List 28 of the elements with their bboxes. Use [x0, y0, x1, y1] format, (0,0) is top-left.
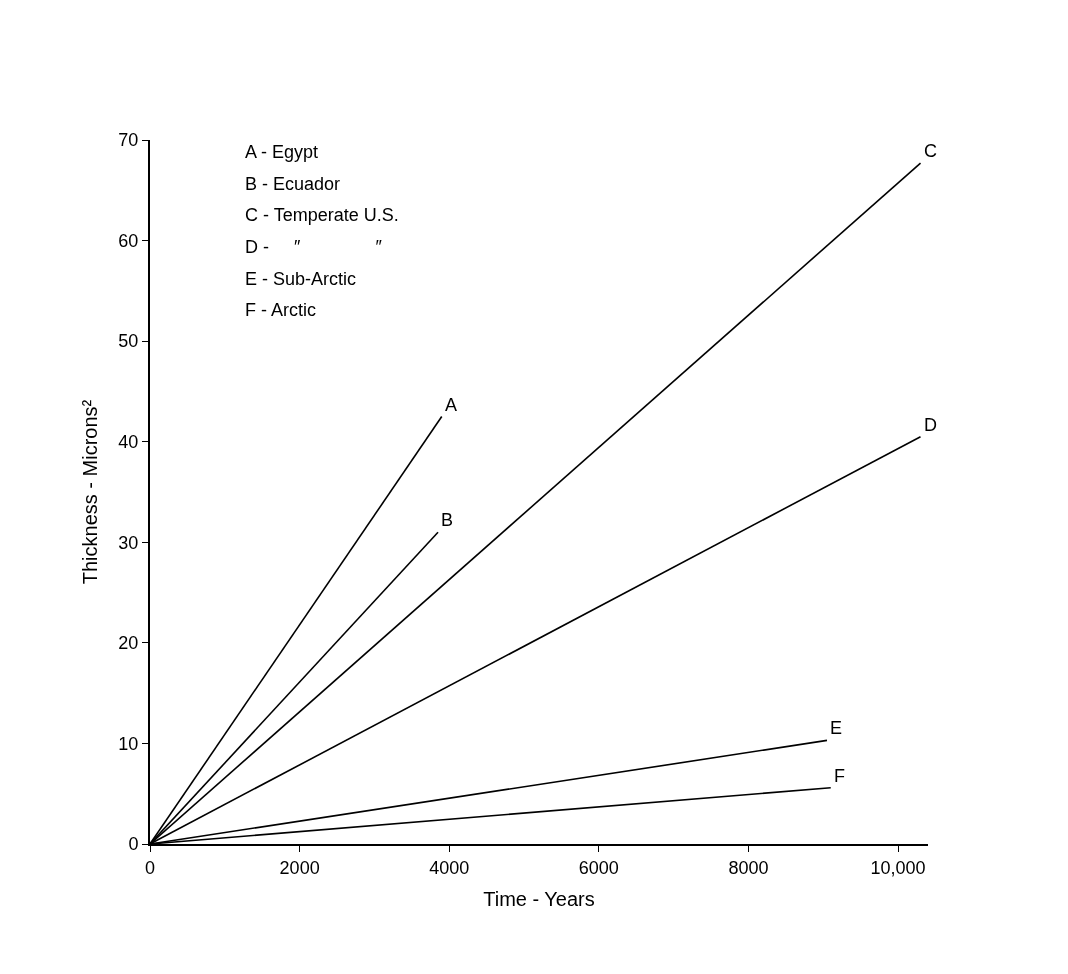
series-label: D	[924, 415, 937, 435]
annotation: E - Sub-Arctic	[245, 269, 357, 289]
annotation: C - Temperate U.S.	[245, 205, 399, 225]
x-tick-label: 6000	[578, 857, 619, 878]
annotation: F - Arctic	[245, 300, 316, 320]
y-axis-title: Thickness - Microns²	[79, 399, 102, 585]
y-tick-label: 20	[118, 633, 139, 654]
series-label: F	[834, 766, 845, 786]
annotation: D - ″ ″	[245, 237, 383, 257]
annotation: A - Egypt	[245, 142, 319, 162]
y-tick-label: 10	[118, 733, 139, 754]
series-label: E	[830, 718, 843, 738]
y-tick-label: 60	[118, 230, 139, 251]
series-label: A	[445, 395, 458, 415]
series-label: C	[924, 141, 937, 161]
y-tick-label: 50	[118, 331, 139, 352]
y-tick-label: 70	[118, 130, 139, 151]
x-axis-title: Time - Years	[483, 887, 595, 910]
y-tick-label: 40	[118, 432, 139, 453]
y-tick-label: 30	[118, 532, 139, 553]
x-tick-label: 4000	[429, 857, 470, 878]
annotation: B - Ecuador	[245, 174, 341, 194]
x-tick-label: 10,000	[870, 857, 926, 878]
series-label: B	[441, 510, 454, 530]
y-tick-label: 0	[128, 834, 139, 855]
x-tick-label: 0	[144, 857, 156, 878]
x-tick-label: 2000	[279, 857, 320, 878]
x-tick-label: 8000	[728, 857, 769, 878]
